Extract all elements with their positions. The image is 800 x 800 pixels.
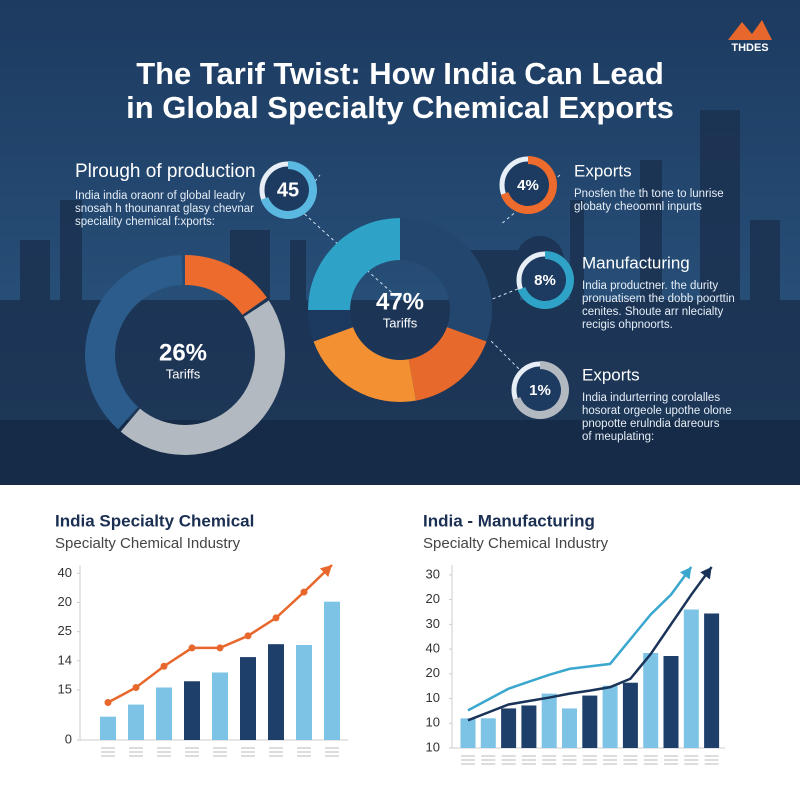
bar [683,609,699,748]
bar [184,681,200,740]
line [467,566,693,712]
stat-heading: Manufacturing [582,253,690,272]
line-marker [188,644,196,652]
stat-value: 8% [534,272,556,289]
panel-heading: Plrough of production [75,161,256,182]
bar [240,657,256,740]
y-tick-label: 40 [426,641,440,656]
donut-caption: Tariffs [383,315,418,330]
line-marker [300,588,308,596]
stat-heading: Exports [574,161,632,180]
ring-segment [308,218,400,310]
bar [622,682,638,748]
arrow-head [679,566,692,580]
line-marker [244,632,252,640]
stat-text: pnopotte erulndia dareours [582,418,720,430]
arrow-head [319,565,332,577]
line-marker [160,662,168,670]
bar [156,687,172,740]
ring-segment [84,255,183,430]
bar [582,695,598,748]
stat-text: Pnosfen the th tone to lunrise [574,188,724,200]
panel-text: speciality chemical f:xports: [75,216,215,228]
bar [643,653,659,748]
bar [541,693,557,748]
bar [324,601,340,740]
chart-subtitle: Specialty Chemical Industry [423,535,609,552]
bar [212,672,228,740]
chart-subtitle: Specialty Chemical Industry [55,535,241,552]
y-tick-label: 14 [58,652,72,667]
stat-text: cenites. Shoute arr nlecialty [582,306,724,318]
y-tick-label: 10 [426,715,440,730]
title-line: in Global Specialty Chemical Exports [126,90,674,125]
bar [480,718,496,748]
donut-caption: Tariffs [166,366,201,381]
line-marker [216,644,224,652]
stat-value: 1% [529,382,551,399]
stat-text: globaty cheoomnl inpurts [574,201,702,213]
ring-segment [120,300,285,456]
y-tick-label: 40 [58,565,72,580]
stat-text: India productner. the durity [582,280,718,292]
y-tick-label: 30 [426,616,440,631]
donut-value: 26% [159,339,207,366]
logo: THDES [728,20,772,54]
stat-text: of meuplating: [582,431,654,443]
title-line: The Tarif Twist: How India Can Lead [136,56,664,91]
y-tick-label: 25 [58,623,72,638]
stat-value: 4% [517,177,539,194]
stat-heading: Exports [582,365,640,384]
connector [299,174,321,201]
y-tick-label: 10 [426,739,440,754]
y-tick-label: 20 [426,591,440,606]
y-tick-label: 30 [426,566,440,581]
y-tick-label: 20 [58,594,72,609]
stat-text: hosorat orgeole upothe olone [582,405,732,417]
bar [100,716,116,740]
bar [521,705,537,748]
bar [602,685,618,748]
bar [296,645,312,740]
y-tick-label: 0 [65,731,72,746]
bar [501,708,517,748]
stat-text: pronuatisem the dobb poorttin [582,293,735,305]
ring-segment [400,218,492,342]
stat-text: recigis ohpnoorts. [582,319,673,331]
bar [704,613,720,748]
bar [562,708,577,748]
y-tick-label: 10 [426,690,440,705]
y-tick-label: 20 [426,665,440,680]
rings [84,156,574,456]
chart-title: India Specialty Chemical [55,511,254,530]
line-marker [272,614,280,622]
panel-text: India india oraonr of global leadry [75,190,245,202]
stat-value: 45 [277,179,299,201]
stat-text: India indurterring corolalles [582,392,720,404]
donut-value: 47% [376,288,424,315]
bar [268,644,284,740]
chart-title: India - Manufacturing [423,511,595,530]
y-tick-label: 15 [58,681,72,696]
logo-text: THDES [731,42,768,54]
panel-text: snosah h thounanrat glasy chevnar [75,203,254,215]
ring-segment [185,255,267,315]
bar [663,656,679,748]
bar [128,704,144,740]
ring-segment [313,327,416,403]
line [467,566,713,722]
ring-segment [408,327,487,401]
line-marker [104,699,112,706]
ring-segment [308,310,354,342]
bar [460,718,476,748]
arrow-head [700,566,712,580]
line-marker [132,684,140,691]
